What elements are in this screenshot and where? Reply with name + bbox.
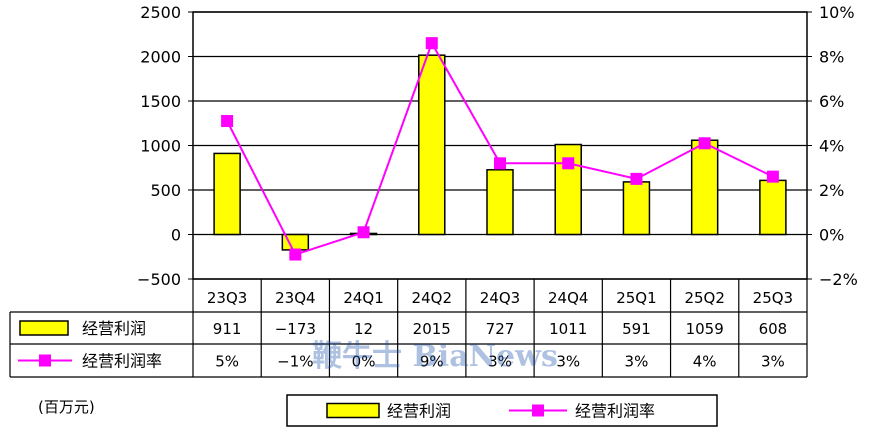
row-series-name: 经营利润率 xyxy=(82,352,162,371)
data-label: 911 xyxy=(213,320,242,338)
left-axis-tick-label: 2000 xyxy=(140,48,181,67)
data-label: 1011 xyxy=(549,320,587,338)
watermark: 鞭牛士 BiaNews xyxy=(312,339,558,374)
bar xyxy=(759,179,787,236)
category-label: 25Q3 xyxy=(753,289,793,307)
data-label: 9% xyxy=(420,353,444,371)
line-point xyxy=(494,157,506,170)
right-axis-tick-label: 4% xyxy=(819,137,844,156)
legend-label: 经营利润率 xyxy=(575,402,655,421)
legend-key-bar xyxy=(326,402,380,419)
row-series-name: 经营利润 xyxy=(82,319,146,338)
data-label: −173 xyxy=(275,320,316,338)
row-key-bar xyxy=(19,320,69,336)
line-point xyxy=(698,137,711,150)
data-label: −1% xyxy=(277,353,313,371)
data-label: 3% xyxy=(556,353,580,371)
category-label: 24Q2 xyxy=(412,289,452,307)
bar xyxy=(690,139,719,236)
left-axis-tick-label: 1500 xyxy=(140,92,181,111)
line-point xyxy=(357,226,370,239)
right-axis-tick-label: 8% xyxy=(819,48,844,67)
bar xyxy=(213,152,241,236)
right-axis-tick-label: 6% xyxy=(819,92,844,111)
unit-label: (百万元) xyxy=(38,398,95,416)
data-table: 23Q3 23Q4 24Q1 24Q2 24Q3 24Q4 25Q1 25Q2 25Q3 911 −… xyxy=(9,279,808,378)
line-series xyxy=(221,37,779,261)
left-axis-tick-label: 0 xyxy=(171,226,181,245)
category-label: 25Q2 xyxy=(684,289,724,307)
data-label: 1059 xyxy=(686,320,724,338)
category-label: 25Q1 xyxy=(616,289,656,307)
bar xyxy=(486,169,514,236)
data-label: 0% xyxy=(352,353,376,371)
data-label: 3% xyxy=(625,353,649,371)
category-label: 23Q4 xyxy=(275,289,315,307)
category-label: 23Q3 xyxy=(207,289,247,307)
left-axis-tick-label: 500 xyxy=(150,181,181,200)
left-axis-tick-label: 2500 xyxy=(140,3,181,22)
left-axis-tick-label: −500 xyxy=(137,270,181,289)
right-axis-tick-label: −2% xyxy=(819,270,858,289)
right-axis-tick-label: 2% xyxy=(819,181,844,200)
plot-frame xyxy=(192,11,808,280)
line-point xyxy=(766,170,779,183)
category-label: 24Q3 xyxy=(480,289,520,307)
data-label: 608 xyxy=(759,320,788,338)
right-axis-tick-label: 10% xyxy=(819,3,855,22)
data-label: 591 xyxy=(622,320,651,338)
bar xyxy=(418,54,446,236)
data-label: 12 xyxy=(354,320,373,338)
data-label: 4% xyxy=(693,353,717,371)
axes: −500 −2% 0 0% 500 2% 1000 4% 1500 6% 2000 8% 2500 10% xyxy=(137,3,858,289)
data-label: 2015 xyxy=(413,320,451,338)
line-point xyxy=(562,157,575,170)
line-point xyxy=(425,37,438,50)
data-label: 3% xyxy=(488,353,512,371)
line-point xyxy=(630,172,643,185)
left-axis-tick-label: 1000 xyxy=(140,137,181,156)
bar-series xyxy=(213,54,787,251)
right-axis-tick-label: 0% xyxy=(819,226,844,245)
legend-key-marker xyxy=(532,404,544,417)
line-point xyxy=(221,115,234,128)
line-point xyxy=(289,248,302,261)
category-label: 24Q4 xyxy=(548,289,588,307)
category-label: 24Q1 xyxy=(343,289,383,307)
bar xyxy=(622,181,651,236)
legend: 经营利润 经营利润率 xyxy=(286,394,718,427)
data-label: 5% xyxy=(215,353,239,371)
legend-label: 经营利润 xyxy=(387,402,451,421)
data-label: 3% xyxy=(761,353,785,371)
row-key-marker xyxy=(39,354,51,367)
data-label: 727 xyxy=(486,320,515,338)
